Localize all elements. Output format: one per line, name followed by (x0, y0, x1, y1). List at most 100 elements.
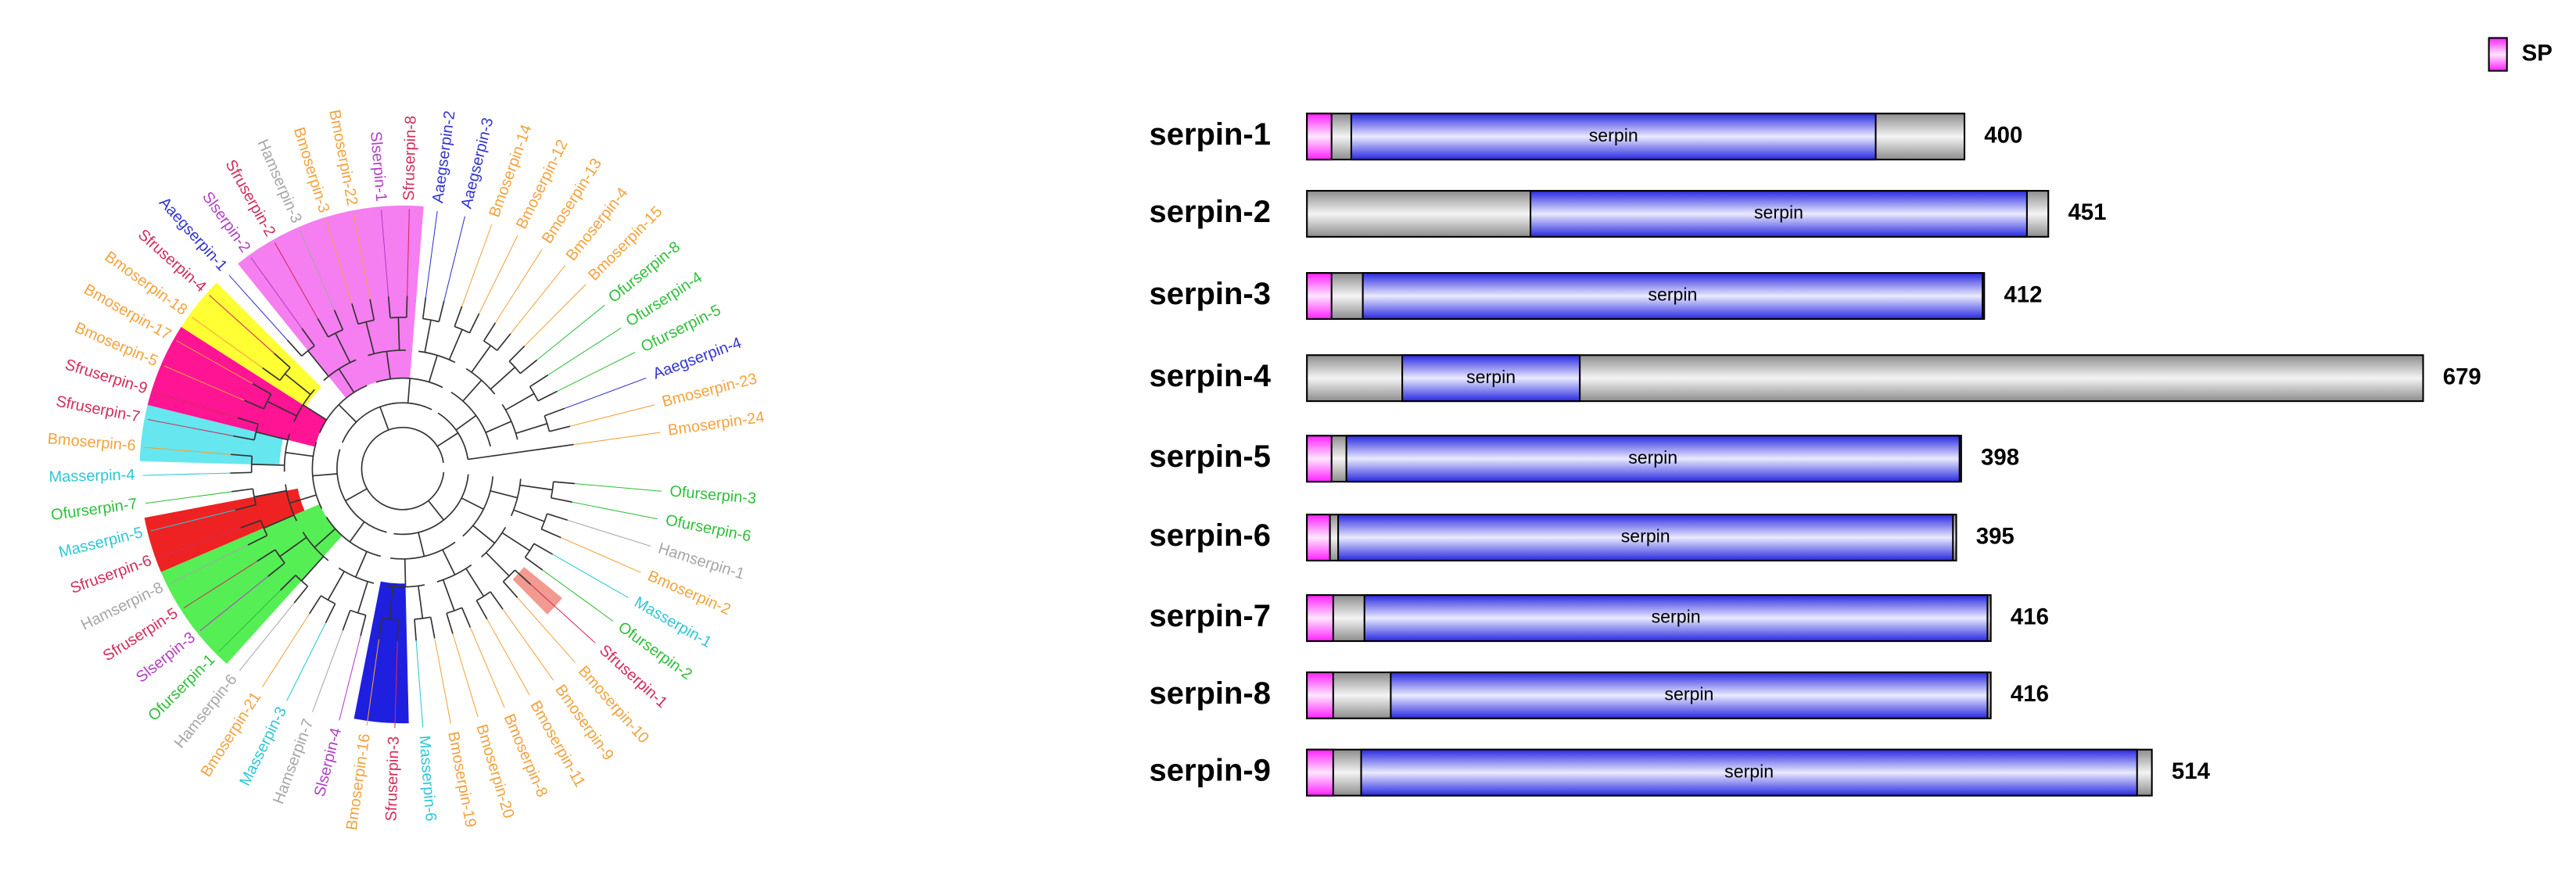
tree-branch (472, 525, 496, 544)
phylogenetic-tree: Ofurserpin-3Ofurserpin-6Hamserpin-1Bmose… (47, 109, 766, 832)
domain-label: serpin (1724, 761, 1774, 781)
protein-name: serpin-5 (1150, 439, 1271, 474)
tree-branch (284, 373, 311, 396)
tree-branch (319, 385, 368, 433)
tree-branch (314, 528, 336, 548)
tree-branch (438, 300, 445, 322)
tree-branch (303, 404, 328, 421)
tree-branch (454, 306, 463, 327)
leaf-label: Sfruserpin-3 (383, 736, 403, 821)
tree-branch (490, 367, 516, 390)
tree-branch (235, 504, 257, 511)
tree-branch (540, 528, 561, 539)
signal-peptide (1306, 671, 1334, 719)
protein-length: 412 (2004, 281, 2042, 307)
tree-branch (307, 350, 329, 377)
protein-name: serpin-9 (1150, 754, 1271, 788)
tree-branch (529, 386, 539, 402)
tree-branch (300, 556, 325, 582)
tree-branch (382, 617, 399, 621)
tree-branch (519, 484, 553, 491)
protein-length: 514 (2172, 758, 2211, 784)
tree-branch (483, 322, 497, 342)
tree-branch (525, 557, 544, 571)
tree-branch (311, 442, 323, 509)
tree-branch (386, 351, 392, 379)
tree-branch (369, 299, 375, 321)
tree-branch (286, 339, 303, 357)
tree-branch (519, 446, 553, 453)
tree-branch (325, 516, 381, 557)
tree-branch (436, 432, 459, 447)
serpin-domain (1401, 354, 1581, 403)
leaf-label: Bmoserpin-23 (660, 370, 759, 410)
tree-branch (533, 543, 553, 555)
leaf-label: Bmoserpin-24 (667, 409, 766, 439)
tree-branch (230, 471, 252, 474)
protein-name: serpin-1 (1150, 117, 1271, 152)
leaf-label: Slserpin-1 (367, 131, 389, 202)
tree-branch (243, 400, 264, 410)
tree-branch (454, 325, 470, 334)
tree-branch (505, 392, 535, 411)
tree-branch (325, 603, 336, 624)
tree-branch (428, 500, 445, 521)
tree-branch (550, 482, 554, 498)
tree-branch (553, 481, 575, 485)
tree-branch (492, 451, 521, 457)
tree-branch (231, 488, 253, 493)
tree-branch (462, 476, 494, 537)
leaf-label: Ofurserpin-3 (669, 482, 756, 507)
protein-name: serpin-6 (1150, 518, 1271, 553)
tree-branch (335, 332, 351, 364)
signal-peptide (1306, 748, 1334, 797)
leaf-label: Bmoserpin-6 (47, 430, 137, 454)
domain-architecture: SP serpin-1 serpin 400 serpin-2 serpin 451 ser… (1150, 37, 2553, 797)
serpin-domain (1363, 594, 1989, 643)
tree-branch (465, 568, 485, 597)
domain-label: serpin (1652, 607, 1701, 627)
tree-branch (455, 414, 477, 431)
signal-peptide (1306, 514, 1331, 562)
tree-branch (422, 297, 427, 319)
tree-branch (389, 586, 394, 620)
tree-branch (327, 571, 345, 600)
tree-branch (355, 551, 368, 578)
tree-branch (360, 615, 367, 636)
tree-branch (257, 549, 276, 562)
tree-branch (252, 489, 257, 505)
serpin-domain (1360, 748, 2138, 797)
serpin-domain (1345, 435, 1961, 483)
serpin-domain (1350, 113, 1877, 161)
tree-branch (312, 473, 338, 477)
leaf-label: Sfruserpin-7 (55, 392, 142, 425)
tree-branch (485, 552, 510, 577)
tree-branch (279, 367, 291, 381)
tree-branch (263, 514, 295, 529)
tree-branch (342, 402, 432, 443)
tree-branch (475, 600, 488, 620)
protein-length: 400 (1984, 122, 2022, 148)
leaf-label: Masserpin-5 (57, 524, 145, 561)
tree-branch (442, 579, 455, 611)
protein-name: serpin-7 (1150, 599, 1271, 633)
tree-branch (442, 549, 456, 575)
tree-branch (429, 617, 436, 639)
tree-branch (317, 317, 329, 338)
domain-label: serpin (1628, 447, 1677, 468)
tree-branch (461, 497, 484, 510)
tree-branch (502, 569, 515, 582)
leaf-label: Slserpin-4 (311, 726, 345, 799)
leaf-label: Ofurserpin-7 (50, 496, 138, 525)
tree-branch (301, 328, 315, 346)
tree-branch (552, 443, 574, 449)
tree-branch (247, 535, 267, 546)
tree-branch (468, 313, 480, 334)
tree-branch (396, 619, 399, 641)
clade-highlight (353, 581, 409, 724)
tree-branch (293, 586, 309, 604)
tree-branch (544, 407, 565, 417)
tree-branch (446, 613, 454, 634)
tree-branch (301, 345, 315, 357)
